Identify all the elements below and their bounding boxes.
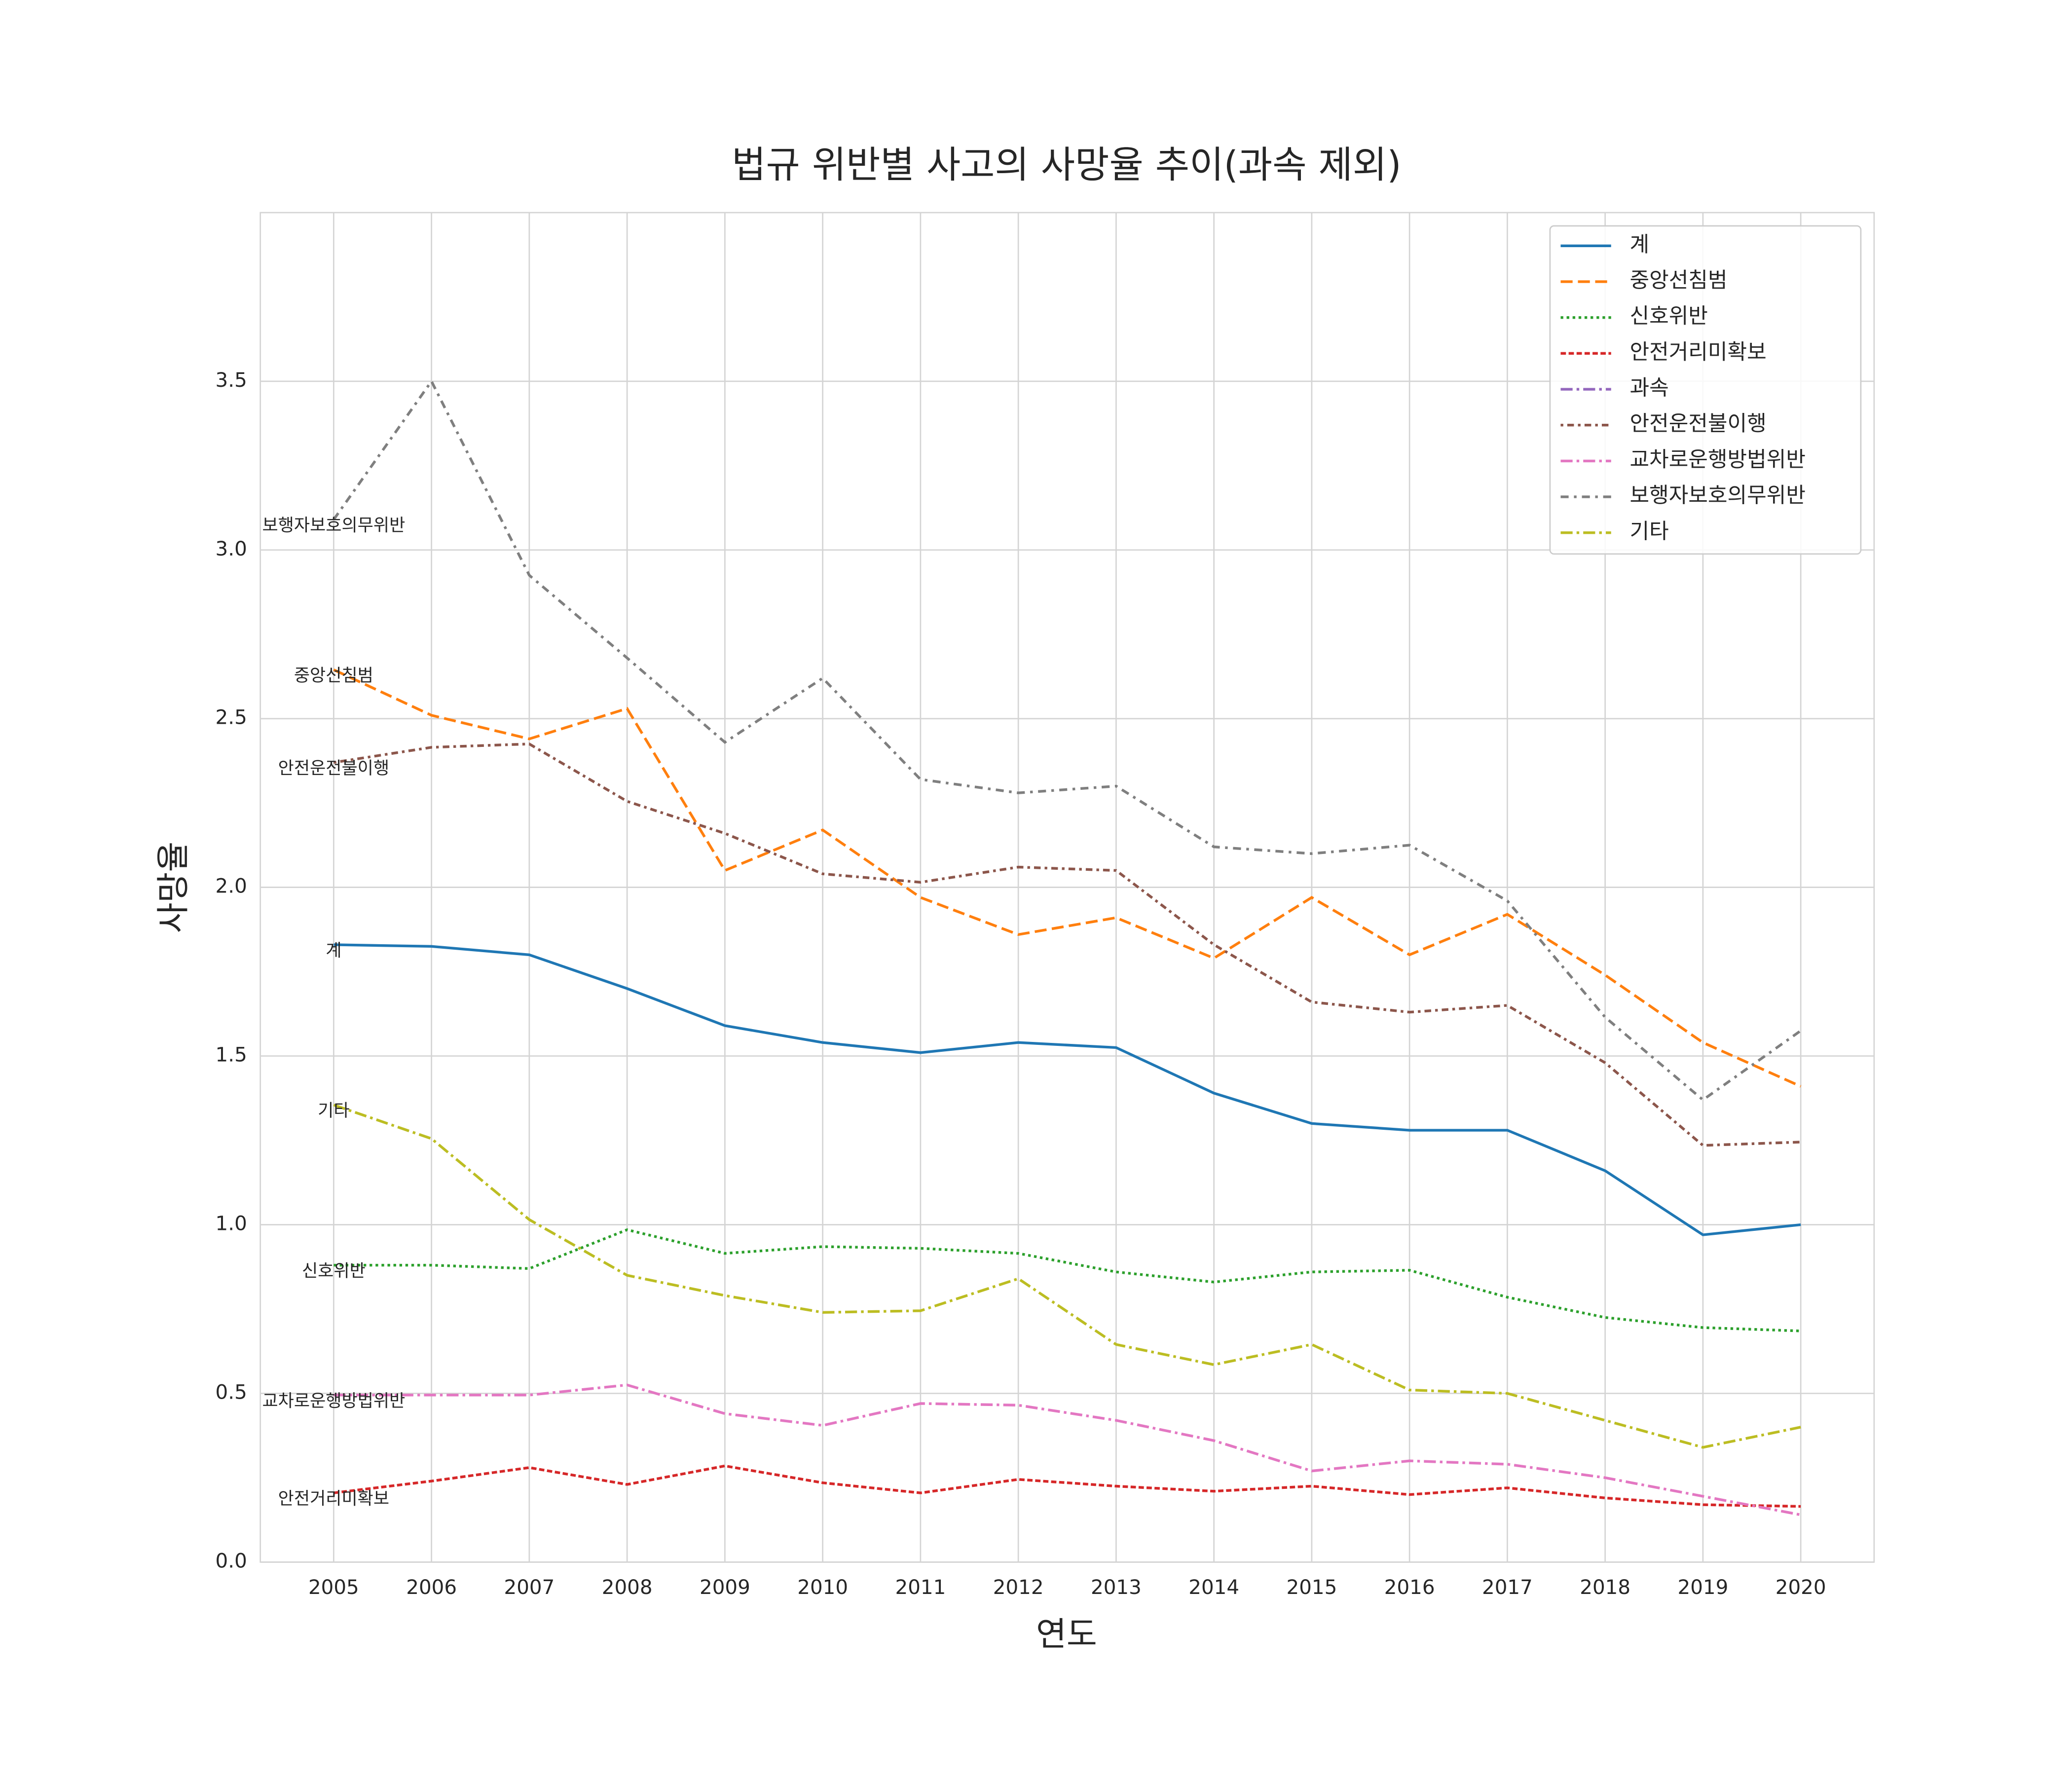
legend-label: 안전거리미확보 (1629, 340, 1766, 365)
y-tick-label: 3.5 (216, 369, 247, 392)
x-tick-label: 2016 (1384, 1576, 1435, 1599)
x-tick-label: 2009 (700, 1576, 750, 1599)
legend-label: 보행자보호의무위반 (1629, 483, 1806, 508)
legend-label: 안전운전불이행 (1629, 411, 1766, 436)
x-tick-label: 2013 (1091, 1576, 1142, 1599)
legend-label: 신호위반 (1629, 304, 1707, 329)
x-tick-label: 2019 (1678, 1576, 1729, 1599)
x-tick-label: 2020 (1776, 1576, 1826, 1599)
x-tick-label: 2015 (1287, 1576, 1337, 1599)
x-tick-label: 2011 (895, 1576, 946, 1599)
x-tick-label: 2014 (1188, 1576, 1239, 1599)
legend-box (1549, 225, 1862, 555)
series-line (333, 668, 1802, 1088)
y-tick-label: 2.0 (216, 875, 247, 898)
legend-label: 기타 (1629, 519, 1668, 544)
y-tick-label: 2.5 (216, 706, 247, 729)
series-line (333, 1104, 1801, 1449)
legend-label: 중앙선침범 (1629, 268, 1727, 293)
x-tick-label: 2012 (993, 1576, 1044, 1599)
y-axis-label: 사망율 (154, 842, 192, 933)
x-tick-label: 2005 (308, 1576, 359, 1599)
legend-label: 교차로운행방법위반 (1629, 447, 1806, 472)
line-label: 안전운전불이행 (278, 759, 389, 778)
legend: 계중앙선침범신호위반안전거리미확보과속안전운전불이행교차로운행방법위반보행자보호… (1549, 225, 1862, 555)
x-tick-label: 2008 (602, 1576, 653, 1599)
series-line (333, 943, 1801, 1236)
line-label: 보행자보호의무위반 (262, 516, 405, 536)
x-tick-label: 2006 (406, 1576, 457, 1599)
chart-title: 법규 위반별 사고의 사망율 추이(과속 제외) (732, 143, 1401, 186)
x-tick-label: 2010 (797, 1576, 848, 1599)
x-tick-label: 2007 (504, 1576, 555, 1599)
legend-label: 과속 (1629, 376, 1668, 401)
x-tick-label: 2017 (1482, 1576, 1533, 1599)
series-line (333, 742, 1801, 1147)
legend-label: 계 (1629, 232, 1649, 257)
series-line (333, 1464, 1801, 1508)
y-tick-label: 1.0 (216, 1212, 247, 1235)
y-tick-label: 0.0 (216, 1549, 247, 1572)
x-axis-label: 연도 (1036, 1615, 1097, 1654)
series-line (333, 378, 1802, 1102)
x-tick-label: 2018 (1580, 1576, 1630, 1599)
line-label: 계 (326, 941, 341, 961)
line-label: 신호위반 (302, 1261, 366, 1281)
line-label: 중앙선침범 (294, 666, 373, 686)
y-tick-label: 3.0 (216, 537, 247, 560)
y-tick-label: 0.5 (216, 1380, 247, 1404)
line-label: 안전거리미확보 (278, 1489, 389, 1509)
y-tick-label: 1.5 (216, 1043, 247, 1067)
line-label: 교차로운행방법위반 (262, 1391, 405, 1411)
line-label: 기타 (318, 1101, 349, 1121)
